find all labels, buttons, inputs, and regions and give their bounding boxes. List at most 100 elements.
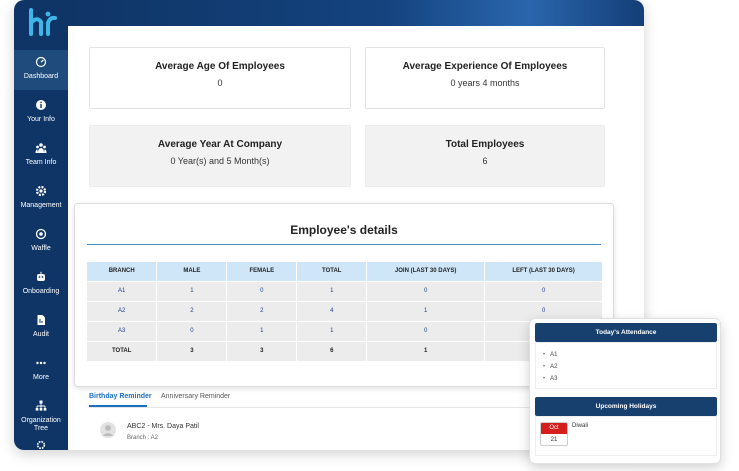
attendance-list: A1 A2 A3 xyxy=(543,349,557,385)
sidebar-item-your-info[interactable]: Your Info xyxy=(14,93,68,133)
sidebar-item-label: More xyxy=(33,374,49,381)
table-row: A1 1 0 1 0 0 xyxy=(87,280,603,301)
user-icon xyxy=(102,425,114,436)
column-header: MALE xyxy=(156,262,228,281)
reminder-name: ABC2 - Mrs. Daya Patil xyxy=(127,423,199,430)
sidebar-item-management[interactable]: Management xyxy=(14,179,68,219)
brand-logo[interactable] xyxy=(23,4,59,40)
sidebar: Dashboard Your Info Team Info xyxy=(14,0,68,450)
table-cell: 0 xyxy=(484,280,603,301)
card-value: 0 years 4 months xyxy=(450,78,520,88)
list-item: A1 xyxy=(543,349,557,361)
sidebar-item-audit[interactable]: Audit xyxy=(14,308,68,348)
reminder-branch: Branch : A2 xyxy=(127,435,159,441)
table-cell: 1 xyxy=(226,320,298,341)
table-cell: 0 xyxy=(366,280,486,301)
avg-year-card: Average Year At Company 0 Year(s) and 5 … xyxy=(89,125,351,187)
column-header: JOIN (LAST 30 DAYS) xyxy=(366,262,486,281)
onboarding-icon xyxy=(37,271,45,281)
column-header: TOTAL xyxy=(296,262,368,281)
calendar-date-badge: Oct 21 xyxy=(540,422,568,446)
divider xyxy=(87,244,601,245)
sidebar-item-label: Waffle xyxy=(31,245,51,252)
card-title: Average Age Of Employees xyxy=(155,61,285,72)
employee-details-card: Employee's details BRANCH MALE FEMALE TO… xyxy=(74,203,614,387)
top-bar xyxy=(68,0,644,26)
sidebar-item-more[interactable]: More xyxy=(14,351,68,391)
calendar-day: 21 xyxy=(550,437,558,443)
total-employees-card: Total Employees 6 xyxy=(365,125,605,187)
table-row: A3 0 1 1 0 0 xyxy=(87,320,603,341)
table-cell: 6 xyxy=(296,340,368,361)
sidebar-item-label: Dashboard xyxy=(23,73,59,80)
sidebar-item-label: Management xyxy=(20,202,62,209)
tab-birthday-reminder[interactable]: Birthday Reminder xyxy=(89,393,152,400)
settings-icon[interactable] xyxy=(35,440,47,450)
table-cell: 1 xyxy=(156,280,228,301)
sidebar-item-team-info[interactable]: Team Info xyxy=(14,136,68,176)
dashboard-icon xyxy=(35,56,47,68)
table-cell: 1 xyxy=(366,300,486,321)
sidebar-item-label: Your Info xyxy=(27,116,55,123)
list-item: A2 xyxy=(543,361,557,373)
table-cell: 0 xyxy=(156,320,228,341)
management-icon xyxy=(35,185,47,197)
table-cell: A3 xyxy=(87,320,158,341)
table-cell: A1 xyxy=(87,280,158,301)
list-item: A3 xyxy=(543,373,557,385)
table-row: A2 2 2 4 1 0 xyxy=(87,300,603,321)
table-total-row: TOTAL 3 3 6 1 xyxy=(87,340,603,361)
attendance-header: Today's Attendance xyxy=(535,323,717,342)
table-cell: 0 xyxy=(226,280,298,301)
active-tab-indicator xyxy=(89,405,147,407)
column-header: LEFT (LAST 30 DAYS) xyxy=(484,262,603,281)
employee-details-table: BRANCH MALE FEMALE TOTAL JOIN (LAST 30 D… xyxy=(87,262,603,361)
sidebar-item-waffle[interactable]: Waffle xyxy=(14,222,68,262)
sidebar-item-label: Team Info xyxy=(25,159,57,166)
table-cell: A2 xyxy=(87,300,158,321)
avg-experience-card: Average Experience Of Employees 0 years … xyxy=(365,47,605,109)
table-cell: 1 xyxy=(296,280,368,301)
card-title: Average Experience Of Employees xyxy=(402,61,568,72)
holidays-header: Upcoming Holidays xyxy=(535,397,717,416)
column-header: BRANCH xyxy=(87,262,158,281)
sidebar-item-dashboard[interactable]: Dashboard xyxy=(14,50,68,90)
holiday-name: Diwali xyxy=(572,423,589,429)
column-header: FEMALE xyxy=(226,262,298,281)
widget-panel: Today's Attendance A1 A2 A3 Upcoming Hol… xyxy=(529,318,721,464)
table-cell: 0 xyxy=(484,300,603,321)
waffle-icon xyxy=(35,228,47,240)
attendance-box xyxy=(535,342,717,389)
calendar-month: Oct xyxy=(541,423,567,434)
card-title: Average Year At Company xyxy=(157,139,283,150)
more-icon xyxy=(36,361,46,365)
employee-details-title: Employee's details xyxy=(290,223,398,237)
card-value: 6 xyxy=(482,156,488,166)
card-value: 0 Year(s) and 5 Month(s) xyxy=(170,156,270,166)
sidebar-item-onboarding[interactable]: Onboarding xyxy=(14,265,68,305)
table-cell: 0 xyxy=(366,320,486,341)
table-cell: 1 xyxy=(296,320,368,341)
table-cell: 4 xyxy=(296,300,368,321)
card-value: 0 xyxy=(217,78,223,88)
divider xyxy=(89,407,559,408)
avatar xyxy=(100,422,116,438)
table-cell: 3 xyxy=(156,340,228,361)
tab-anniversary-reminder[interactable]: Anniversary Reminder xyxy=(161,393,231,400)
avg-age-card: Average Age Of Employees 0 xyxy=(89,47,351,109)
table-cell: 2 xyxy=(226,300,298,321)
org-tree-icon xyxy=(35,400,47,411)
table-cell: 3 xyxy=(226,340,298,361)
table-cell: TOTAL xyxy=(87,340,158,361)
table-cell: 1 xyxy=(366,340,486,361)
info-icon xyxy=(36,100,46,110)
audit-icon xyxy=(37,315,45,325)
sidebar-item-label: Onboarding xyxy=(22,288,60,295)
card-title: Total Employees xyxy=(445,139,525,150)
team-icon xyxy=(35,143,47,153)
sidebar-item-label: Organization Tree xyxy=(21,417,61,432)
sidebar-item-label: Audit xyxy=(33,331,49,338)
table-cell: 2 xyxy=(156,300,228,321)
table-header-row: BRANCH MALE FEMALE TOTAL JOIN (LAST 30 D… xyxy=(87,262,603,281)
sidebar-item-organization-tree[interactable]: Organization Tree xyxy=(14,394,68,438)
